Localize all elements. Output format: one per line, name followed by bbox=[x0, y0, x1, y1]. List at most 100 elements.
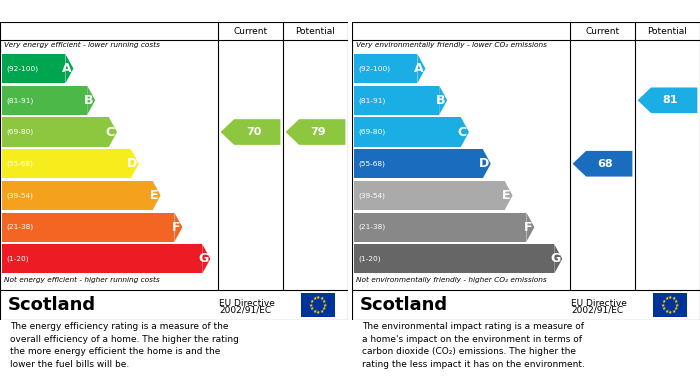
Bar bbox=[2, 117, 109, 147]
Text: (81-91): (81-91) bbox=[358, 97, 386, 104]
Text: ★: ★ bbox=[668, 295, 672, 300]
Text: The environmental impact rating is a measure of
a home's impact on the environme: The environmental impact rating is a mea… bbox=[363, 322, 585, 369]
Text: E: E bbox=[502, 189, 510, 202]
Text: Very energy efficient - lower running costs: Very energy efficient - lower running co… bbox=[4, 42, 160, 48]
Text: ★: ★ bbox=[662, 306, 666, 311]
Bar bbox=[653, 293, 687, 317]
Bar bbox=[354, 181, 505, 210]
Bar bbox=[354, 149, 483, 178]
Polygon shape bbox=[174, 213, 183, 242]
Text: ★: ★ bbox=[312, 309, 316, 314]
Text: (39-54): (39-54) bbox=[6, 192, 33, 199]
Text: A: A bbox=[62, 62, 71, 75]
Polygon shape bbox=[153, 181, 160, 210]
Bar bbox=[2, 54, 65, 83]
Text: C: C bbox=[458, 126, 467, 138]
Text: E: E bbox=[150, 189, 159, 202]
Text: (21-38): (21-38) bbox=[6, 224, 34, 230]
Bar bbox=[2, 86, 87, 115]
Text: ★: ★ bbox=[661, 303, 665, 307]
Text: ★: ★ bbox=[664, 309, 668, 314]
Text: ★: ★ bbox=[674, 306, 678, 311]
Text: G: G bbox=[198, 252, 209, 265]
Bar bbox=[301, 293, 335, 317]
Text: Scotland: Scotland bbox=[8, 296, 96, 314]
Text: ★: ★ bbox=[671, 309, 676, 314]
Text: ★: ★ bbox=[668, 310, 672, 315]
Text: Very environmentally friendly - lower CO₂ emissions: Very environmentally friendly - lower CO… bbox=[356, 42, 547, 48]
Text: (1-20): (1-20) bbox=[358, 256, 381, 262]
Polygon shape bbox=[131, 149, 139, 178]
Bar bbox=[354, 117, 461, 147]
Text: (55-68): (55-68) bbox=[6, 160, 33, 167]
Text: ★: ★ bbox=[309, 299, 314, 304]
Polygon shape bbox=[88, 86, 95, 115]
Text: ★: ★ bbox=[322, 299, 326, 304]
Text: Environmental Impact (CO₂) Rating: Environmental Impact (CO₂) Rating bbox=[360, 5, 593, 18]
Text: Potential: Potential bbox=[648, 27, 687, 36]
Text: ★: ★ bbox=[309, 303, 313, 307]
Text: 2002/91/EC: 2002/91/EC bbox=[571, 305, 624, 314]
Text: D: D bbox=[479, 157, 489, 170]
Text: EU Directive: EU Directive bbox=[571, 298, 627, 307]
Text: ★: ★ bbox=[312, 296, 316, 301]
Text: 79: 79 bbox=[311, 127, 326, 137]
Text: C: C bbox=[106, 126, 115, 138]
Text: ★: ★ bbox=[319, 296, 324, 301]
Polygon shape bbox=[638, 88, 697, 113]
Text: (92-100): (92-100) bbox=[6, 65, 38, 72]
Text: B: B bbox=[435, 94, 445, 107]
Text: ★: ★ bbox=[309, 306, 314, 311]
Text: A: A bbox=[414, 62, 424, 75]
Text: (39-54): (39-54) bbox=[358, 192, 385, 199]
Bar bbox=[354, 54, 417, 83]
Bar bbox=[2, 213, 174, 242]
Text: Not environmentally friendly - higher CO₂ emissions: Not environmentally friendly - higher CO… bbox=[356, 277, 547, 283]
Text: ★: ★ bbox=[323, 303, 328, 307]
Text: (69-80): (69-80) bbox=[6, 129, 34, 135]
Polygon shape bbox=[483, 149, 491, 178]
Text: Current: Current bbox=[585, 27, 620, 36]
Text: Energy Efficiency Rating: Energy Efficiency Rating bbox=[8, 5, 172, 18]
Polygon shape bbox=[286, 119, 345, 145]
Bar bbox=[2, 244, 202, 273]
Text: The energy efficiency rating is a measure of the
overall efficiency of a home. T: The energy efficiency rating is a measur… bbox=[10, 322, 239, 369]
Text: D: D bbox=[127, 157, 136, 170]
Text: (1-20): (1-20) bbox=[6, 256, 29, 262]
Polygon shape bbox=[461, 117, 469, 147]
Text: Current: Current bbox=[233, 27, 267, 36]
Polygon shape bbox=[505, 181, 512, 210]
Text: G: G bbox=[550, 252, 560, 265]
Text: Not energy efficient - higher running costs: Not energy efficient - higher running co… bbox=[4, 277, 160, 283]
Polygon shape bbox=[439, 86, 447, 115]
Text: Potential: Potential bbox=[295, 27, 335, 36]
Text: ★: ★ bbox=[662, 299, 666, 304]
Bar bbox=[354, 244, 554, 273]
Text: 70: 70 bbox=[246, 127, 261, 137]
Text: (81-91): (81-91) bbox=[6, 97, 34, 104]
Text: 68: 68 bbox=[598, 159, 613, 169]
Text: ★: ★ bbox=[675, 303, 680, 307]
Polygon shape bbox=[573, 151, 632, 177]
Polygon shape bbox=[526, 213, 534, 242]
Bar bbox=[354, 86, 439, 115]
Text: EU Directive: EU Directive bbox=[219, 298, 275, 307]
Polygon shape bbox=[220, 119, 281, 145]
Text: ★: ★ bbox=[316, 295, 320, 300]
Text: B: B bbox=[84, 94, 93, 107]
Text: ★: ★ bbox=[671, 296, 676, 301]
Text: 81: 81 bbox=[663, 95, 678, 105]
Polygon shape bbox=[65, 54, 74, 83]
Text: Scotland: Scotland bbox=[360, 296, 448, 314]
Text: (69-80): (69-80) bbox=[358, 129, 385, 135]
Text: ★: ★ bbox=[674, 299, 678, 304]
Polygon shape bbox=[554, 244, 562, 273]
Bar bbox=[2, 181, 153, 210]
Text: ★: ★ bbox=[316, 310, 320, 315]
Polygon shape bbox=[417, 54, 426, 83]
Bar bbox=[354, 213, 526, 242]
Text: (21-38): (21-38) bbox=[358, 224, 385, 230]
Bar bbox=[2, 149, 131, 178]
Text: ★: ★ bbox=[319, 309, 324, 314]
Text: (92-100): (92-100) bbox=[358, 65, 390, 72]
